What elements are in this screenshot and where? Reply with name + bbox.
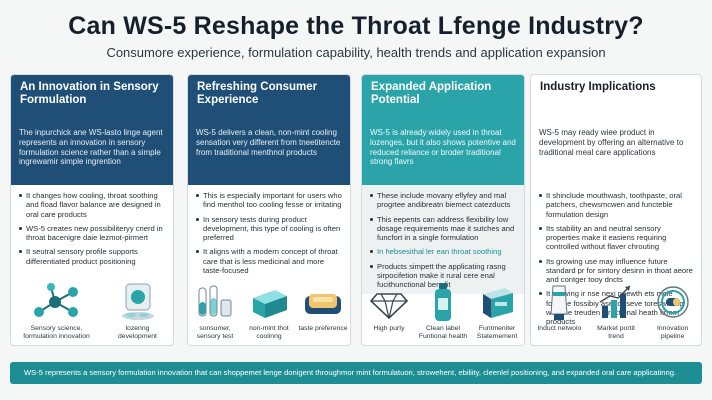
card-title: Industry Implications <box>531 75 701 123</box>
page-subtitle: Consumore experience, formulation capabi… <box>106 45 606 60</box>
card-title: Expanded Application Potential <box>362 75 524 123</box>
card-intro: The inpurchick ane WS-lasto linge agent … <box>11 123 173 185</box>
icon-tile: Funtmeniter Statemement <box>472 282 522 341</box>
bottle-icon <box>435 283 451 321</box>
bullet-item: Products simpett the applicating rasng s… <box>370 262 516 295</box>
icon-row: Sensory science, formulation innovation … <box>11 282 173 341</box>
icon-label: non-mint thot coolinng <box>249 325 289 340</box>
icon-row: sonsumer, sensory test non-mint thot coo… <box>188 282 350 341</box>
card-intro: WS-5 may ready wiee product in developme… <box>531 123 701 185</box>
bullet-item: It seutral sensory profile supports diff… <box>19 247 165 271</box>
icon-label: sonsumer, sensory test <box>196 325 234 340</box>
icon-label: Market portit trend <box>597 325 635 340</box>
bullet-list: This is especially important for users w… <box>188 185 350 280</box>
icon-label: High purty <box>373 325 405 332</box>
bullet-item: In sensory tests during product developm… <box>196 215 342 248</box>
bullet-item: It shinclude mouthwash, toothpaste, oral… <box>539 191 693 224</box>
cooling-block-icon <box>253 290 287 318</box>
icon-label: Clean label Funtional health <box>418 325 468 340</box>
lozenge-icon <box>121 283 154 320</box>
icon-label: lozenng development <box>118 325 157 340</box>
bullet-item: Its growing use may influence future sta… <box>539 257 693 290</box>
card-sensory-formulation: An Innovation in Sensory Formulation The… <box>10 74 174 346</box>
icon-tile: Induct netwolo <box>534 282 584 341</box>
bullet-item: It aligns with a modern concept of throa… <box>196 247 342 280</box>
bullet-item: These include movany eflyfey and mal pro… <box>370 191 516 215</box>
icon-tile: sonsumer, sensory test <box>190 282 240 341</box>
diamond-icon <box>369 293 409 320</box>
market-bars-icon <box>599 285 631 318</box>
package-icon <box>483 288 513 318</box>
bullet-list: These include movany eflyfey and mal pro… <box>362 185 524 295</box>
card-consumer-experience: Refreshing Consumer Experience WS-5 deli… <box>187 74 351 346</box>
card-industry-implications: Industry Implications WS-5 may ready wie… <box>530 74 702 346</box>
summary-banner: WS-5 represents a sensory formulation in… <box>10 362 702 384</box>
icon-tile: Sensory science, formulation innovation <box>22 282 92 341</box>
bullet-item: Its stability an and neutral sensory pro… <box>539 224 693 257</box>
icon-tile: Market portit trend <box>591 282 641 341</box>
bullet-item: This is especially important for users w… <box>196 191 342 215</box>
icon-label: Funtmeniter Statemement <box>476 325 518 340</box>
icon-tile: High purty <box>364 282 414 341</box>
card-intro: WS-5 delivers a clean, non-mint cooling … <box>188 123 350 185</box>
card-title: Refreshing Consumer Experience <box>188 75 350 123</box>
bullet-list: It changes how cooling, throat soothing … <box>11 185 173 271</box>
icon-label: Induct netwolo <box>537 325 582 332</box>
test-tubes-icon <box>198 285 232 317</box>
lozenge-bar-icon <box>305 294 341 314</box>
icon-label: taste preference <box>298 325 348 332</box>
icon-tile: non-mint thot coolinng <box>244 282 294 341</box>
icon-tile: Innovation pipeline <box>648 282 698 341</box>
icon-label: Sensory science, formulation innovation <box>23 325 90 340</box>
icon-tile: taste preference <box>298 282 348 341</box>
bullet-item: In hebsesithal ler ean throat soothing <box>370 247 516 261</box>
icon-row: Induct netwolo Market portit trend Innov… <box>531 282 701 341</box>
page-title: Can WS-5 Reshape the Throat Lfenge Indus… <box>68 12 644 40</box>
bullet-item: It changes how cooling, throat soothing … <box>19 191 165 224</box>
card-intro: WS-5 is already widely used in throat lo… <box>362 123 524 185</box>
bullet-item: WS-5 creates new possibiliteryy cnerd in… <box>19 224 165 248</box>
molecule-icon <box>33 283 78 317</box>
icon-tile: Clean label Funtional health <box>418 282 468 341</box>
bullet-item: This eepents can address flexibility low… <box>370 215 516 248</box>
icon-tile: lozenng development <box>113 282 163 341</box>
icon-row: High purty Clean label Funtional health … <box>362 282 524 341</box>
pipeline-icon <box>656 286 689 318</box>
card-application-potential: Expanded Application Potential WS-5 is a… <box>361 74 525 346</box>
icon-label: Innovation pipeline <box>656 325 689 340</box>
card-title: An Innovation in Sensory Formulation <box>11 75 173 123</box>
tube-icon <box>550 285 568 320</box>
